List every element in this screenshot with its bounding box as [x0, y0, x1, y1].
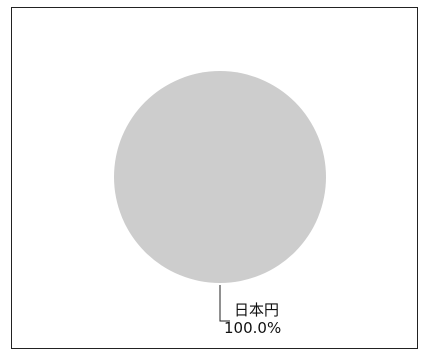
- slice-value-label-0: 100.0%: [224, 319, 281, 337]
- pie-slice-0: [114, 71, 326, 283]
- slice-leader-line-0: [219, 285, 230, 322]
- slice-name-label-0: 日本円: [234, 301, 279, 319]
- pie-slices: [114, 71, 326, 283]
